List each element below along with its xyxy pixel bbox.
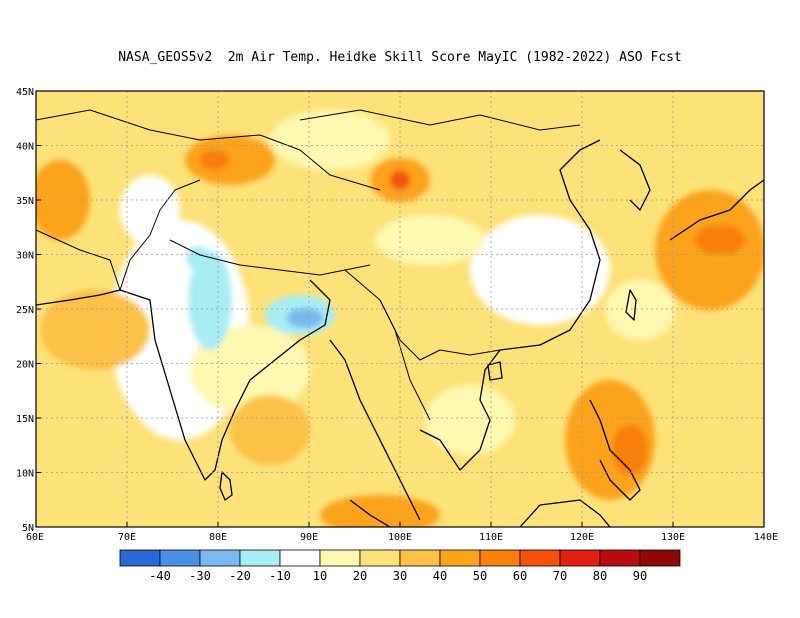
lon-tick-label: 130E — [661, 532, 685, 543]
coastline-hainan — [487, 361, 503, 381]
colorbar: -40 -30 -20 -10 10 20 30 40 50 60 70 80 90 — [119, 549, 681, 583]
colorbar-label: 90 — [633, 569, 647, 583]
colorbar-swatch — [599, 549, 641, 567]
coastline-borneo — [519, 499, 611, 528]
field-patch-pacific-core — [695, 225, 745, 255]
lat-tick-label: 25N — [16, 305, 34, 316]
lat-tick-label: 35N — [16, 196, 34, 207]
colorbar-swatch — [239, 549, 281, 567]
colorbar-swatch — [639, 549, 681, 567]
colorbar-swatch — [319, 549, 361, 567]
shaded-field — [36, 91, 764, 527]
coastline-korea — [619, 149, 651, 211]
lat-tick-label: 10N — [16, 469, 34, 480]
field-patch-neg-north-india — [186, 246, 210, 270]
field-patch-central-asia-core — [200, 150, 230, 170]
colorbar-label: -30 — [189, 569, 211, 583]
field-patch-tibet — [375, 215, 485, 265]
field-patch-bay — [190, 325, 310, 415]
latitude-ticks: 5N 10N 15N 20N 25N 30N 35N 40N 45N — [16, 87, 41, 534]
grid-lines — [36, 91, 764, 527]
lat-tick-label: 20N — [16, 360, 34, 371]
lon-tick-label: 90E — [300, 532, 318, 543]
field-patch-taiwan — [605, 280, 675, 340]
field-patch-neg-bengal-core — [287, 308, 323, 328]
colorbar-swatch — [159, 549, 201, 567]
border-north — [35, 109, 381, 191]
colorbar-swatch — [279, 549, 321, 567]
colorbar-swatch — [439, 549, 481, 567]
colorbar-label: 70 — [553, 569, 567, 583]
field-patch-arabian — [40, 290, 150, 370]
colorbar-label: 80 — [593, 569, 607, 583]
border-pakistan — [119, 179, 201, 291]
lon-tick-label: 80E — [209, 532, 227, 543]
coastline-philippines — [589, 399, 641, 501]
lon-tick-label: 100E — [388, 532, 412, 543]
coastline-taiwan — [625, 289, 637, 321]
lat-tick-label: 40N — [16, 142, 34, 153]
border-central — [35, 229, 121, 291]
field-patch-philippines-core — [612, 425, 648, 475]
map-title: NASA_GEOS5v2 2m Air Temp. Heidke Skill S… — [118, 50, 682, 65]
colorbar-label: -40 — [149, 569, 171, 583]
colorbar-swatch — [399, 549, 441, 567]
lon-tick-label: 120E — [570, 532, 594, 543]
borders — [35, 109, 581, 421]
border-indochina — [379, 299, 431, 421]
colorbar-label: 30 — [393, 569, 407, 583]
lat-tick-label: 30N — [16, 251, 34, 262]
colorbar-swatch — [479, 549, 521, 567]
lon-tick-label: 140E — [754, 532, 778, 543]
colorbar-label: 50 — [473, 569, 487, 583]
coastline-india — [119, 279, 331, 481]
field-patch-pakistan — [120, 175, 180, 245]
colorbar-label: 60 — [513, 569, 527, 583]
colorbar-label: -10 — [269, 569, 291, 583]
field-patch-south — [320, 495, 440, 527]
longitude-ticks: 60E 70E 80E 90E 100E 110E 120E 130E 140E — [26, 522, 778, 543]
colorbar-swatch — [519, 549, 561, 567]
lat-tick-label: 45N — [16, 87, 34, 98]
colorbar-swatch — [119, 549, 161, 567]
field-patch-qinghai-core — [390, 170, 410, 190]
coastline-srilanka — [219, 471, 233, 501]
field-patch-neg-india — [188, 250, 232, 350]
coastline-sea — [329, 339, 421, 521]
coastline-indochina — [419, 139, 601, 471]
lat-tick-label: 5N — [22, 523, 34, 534]
lon-tick-label: 110E — [479, 532, 503, 543]
colorbar-label: 10 — [313, 569, 327, 583]
field-patch-china — [470, 215, 610, 325]
coastline-west — [35, 289, 121, 306]
colorbar-swatch — [199, 549, 241, 567]
lon-tick-label: 70E — [118, 532, 136, 543]
coastline-japan — [669, 179, 765, 241]
border-mongolia — [299, 109, 581, 131]
colorbar-label: -20 — [229, 569, 251, 583]
lon-tick-label: 60E — [26, 532, 44, 543]
coastline-sumatra — [349, 499, 391, 528]
coastlines — [35, 139, 765, 528]
colorbar-swatch — [559, 549, 601, 567]
lat-tick-label: 15N — [16, 414, 34, 425]
field-patch-bay-south — [230, 395, 310, 465]
colorbar-label: 40 — [433, 569, 447, 583]
field-patch-north — [270, 110, 390, 170]
colorbar-label: 20 — [353, 569, 367, 583]
field-patch-indochina — [425, 385, 515, 455]
colorbar-swatch — [359, 549, 401, 567]
